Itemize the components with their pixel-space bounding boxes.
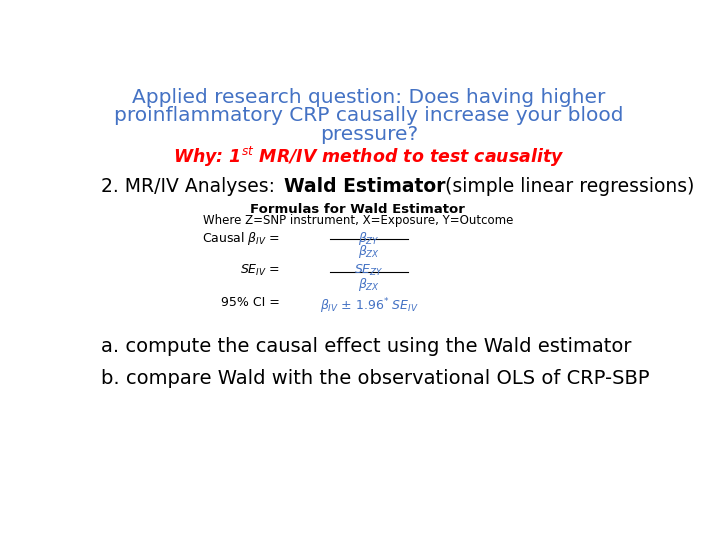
- Text: $\beta_{IV}$ $\pm$ 1.96$^{*}$ $SE_{IV}$: $\beta_{IV}$ $\pm$ 1.96$^{*}$ $SE_{IV}$: [320, 296, 418, 316]
- Text: Wald Estimator: Wald Estimator: [284, 177, 446, 196]
- Text: $\beta_{ZY}$: $\beta_{ZY}$: [358, 230, 380, 247]
- Text: pressure?: pressure?: [320, 125, 418, 144]
- Text: $SE_{IV}$ =: $SE_{IV}$ =: [240, 263, 280, 278]
- Text: Applied research question: Does having higher: Applied research question: Does having h…: [132, 87, 606, 107]
- Text: Why: 1$^{st}$ MR/IV method to test causality: Why: 1$^{st}$ MR/IV method to test causa…: [174, 145, 564, 168]
- Text: proinflammatory CRP causally increase your blood: proinflammatory CRP causally increase yo…: [114, 106, 624, 125]
- Text: b. compare Wald with the observational OLS of CRP-SBP: b. compare Wald with the observational O…: [101, 369, 649, 388]
- Text: $\beta_{ZX}$: $\beta_{ZX}$: [358, 276, 380, 293]
- Text: Where Z=SNP instrument, X=Exposure, Y=Outcome: Where Z=SNP instrument, X=Exposure, Y=Ou…: [202, 214, 513, 227]
- Text: $\beta_{ZX}$: $\beta_{ZX}$: [358, 243, 380, 260]
- Text: 95% CI =: 95% CI =: [221, 296, 280, 309]
- Text: (simple linear regressions): (simple linear regressions): [438, 177, 694, 196]
- Text: $SE_{ZY}$: $SE_{ZY}$: [354, 263, 384, 278]
- Text: 2. MR/IV Analyses:: 2. MR/IV Analyses:: [101, 177, 281, 196]
- Text: Formulas for Wald Estimator: Formulas for Wald Estimator: [251, 203, 465, 216]
- Text: Causal $\beta_{IV}$ =: Causal $\beta_{IV}$ =: [202, 230, 280, 247]
- Text: a. compute the causal effect using the Wald estimator: a. compute the causal effect using the W…: [101, 337, 631, 356]
